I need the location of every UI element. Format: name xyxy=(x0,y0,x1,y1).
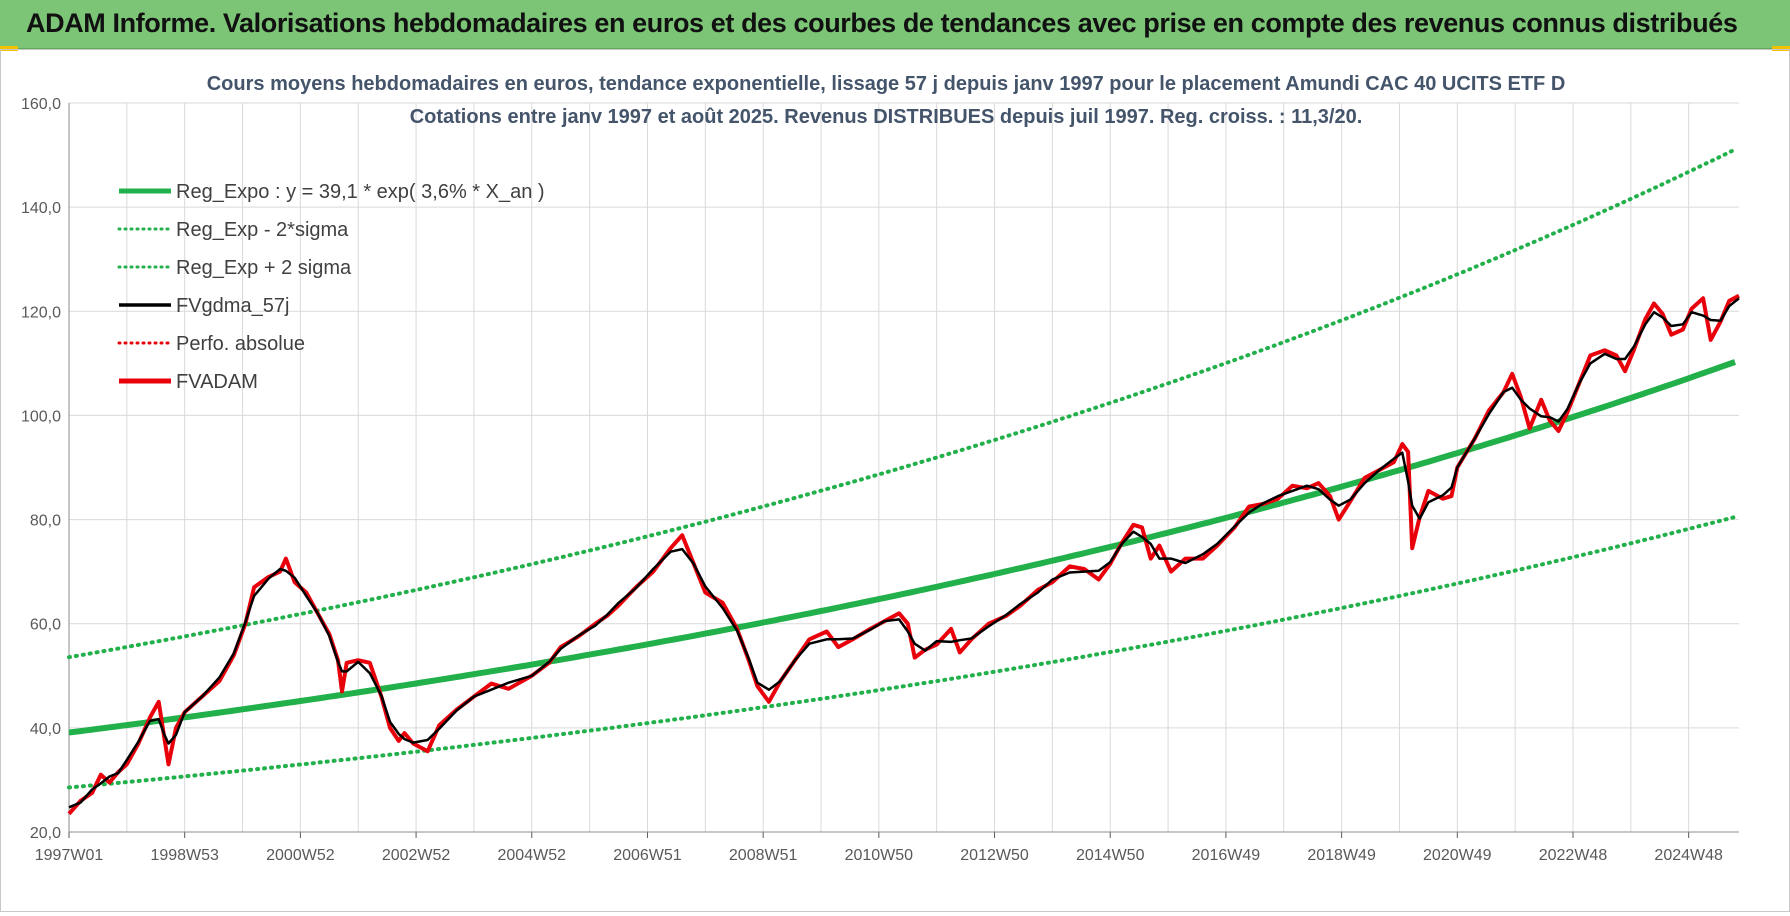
chart-area: 20,0 40,0 60,0 80,0 100,0 120,0 140,0 160,0 1997… xyxy=(0,49,1790,912)
legend-label-fvadam: FVADAM xyxy=(176,371,258,393)
x-tick-label: 2022W48 xyxy=(1539,847,1608,864)
y-tick-label: 160,0 xyxy=(21,96,61,113)
x-tick-label: 2000W52 xyxy=(266,847,335,864)
series-reg-expo xyxy=(68,359,1736,736)
axes: 20,0 40,0 60,0 80,0 100,0 120,0 140,0 160,0 1997… xyxy=(21,96,1739,864)
corner-mark-left xyxy=(0,46,18,51)
series-fvgdma xyxy=(68,297,1740,809)
x-tick-label: 2012W50 xyxy=(960,847,1029,864)
chart-title-line1: Cours moyens hebdomadaires en euros, ten… xyxy=(207,73,1566,95)
report-banner: ADAM Informe. Valorisations hebdomadaire… xyxy=(0,0,1790,49)
y-tick-label: 60,0 xyxy=(30,617,61,634)
series xyxy=(67,147,1740,816)
x-tick-label: 2008W51 xyxy=(729,847,798,864)
legend-label-minus_2sigma: Reg_Exp - 2*sigma xyxy=(176,219,349,241)
legend-label-fvgdma: FVgdma_57j xyxy=(176,295,289,317)
legend-label-reg_expo: Reg_Expo : y = 39,1 * exp( 3,6% * X_an ) xyxy=(176,181,545,203)
x-tick-label: 2020W49 xyxy=(1423,847,1492,864)
chart-title-line2: Cotations entre janv 1997 et août 2025. … xyxy=(410,106,1363,128)
chart-svg: 20,0 40,0 60,0 80,0 100,0 120,0 140,0 160,0 1997… xyxy=(21,73,1740,864)
x-tick-label: 2010W50 xyxy=(845,847,914,864)
legend-label-plus_2sigma: Reg_Exp + 2 sigma xyxy=(176,257,352,279)
legend-label-perfo: Perfo. absolue xyxy=(176,333,305,355)
x-tick-label: 2002W52 xyxy=(382,847,451,864)
series-plus-2sigma xyxy=(67,147,1737,660)
report-title: ADAM Informe. Valorisations hebdomadaire… xyxy=(26,8,1738,38)
gridlines xyxy=(69,102,1739,832)
x-tick-label: 1997W01 xyxy=(35,847,104,864)
y-tick-label: 140,0 xyxy=(21,200,61,217)
series-fvadam xyxy=(67,293,1740,816)
y-tick-label: 80,0 xyxy=(30,513,61,530)
corner-mark-right xyxy=(1772,46,1790,51)
x-tick-label: 2006W51 xyxy=(613,847,682,864)
y-tick-label: 40,0 xyxy=(30,721,61,738)
legend: Reg_Expo : y = 39,1 * exp( 3,6% * X_an )… xyxy=(117,181,545,393)
x-tick-label: 2016W49 xyxy=(1192,847,1261,864)
x-tick-label: 2024W48 xyxy=(1654,847,1723,864)
y-tick-label: 100,0 xyxy=(21,408,61,425)
y-tick-label: 20,0 xyxy=(30,825,61,842)
x-tick-label: 2014W50 xyxy=(1076,847,1145,864)
x-tick-label: 2018W49 xyxy=(1307,847,1376,864)
y-tick-label: 120,0 xyxy=(21,304,61,321)
x-tick-label: 1998W53 xyxy=(150,847,219,864)
x-tick-label: 2004W52 xyxy=(498,847,567,864)
series-minus-2sigma xyxy=(67,515,1737,790)
